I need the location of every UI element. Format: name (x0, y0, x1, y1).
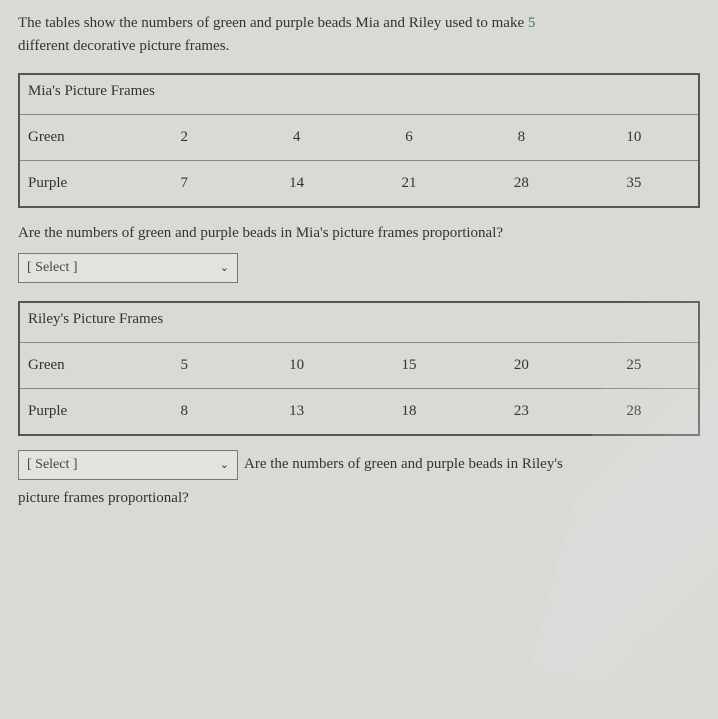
chevron-down-icon: ⌄ (220, 458, 229, 471)
cell: 8 (465, 129, 577, 146)
question2-inline-text: Are the numbers of green and purple bead… (244, 456, 563, 473)
cell: 10 (578, 129, 690, 146)
select-placeholder: [ Select ] (27, 457, 78, 473)
riley-row-green: Green 5 10 15 20 25 (20, 342, 698, 388)
riley-table: Riley's Picture Frames Green 5 10 15 20 … (18, 301, 700, 436)
row-label-purple: Purple (28, 403, 128, 420)
cell: 4 (240, 129, 352, 146)
riley-row-purple: Purple 8 13 18 23 28 (20, 388, 698, 434)
mia-row-purple: Purple 7 14 21 28 35 (20, 160, 698, 206)
intro-part2: different decorative picture frames. (18, 38, 229, 54)
cell: 28 (578, 403, 690, 420)
cell: 14 (240, 175, 352, 192)
cell: 8 (128, 403, 240, 420)
chevron-down-icon: ⌄ (220, 261, 229, 274)
cell: 5 (128, 357, 240, 374)
question2-select[interactable]: [ Select ] ⌄ (18, 450, 238, 480)
cell: 13 (240, 403, 352, 420)
question2-below-text: picture frames proportional? (18, 490, 700, 507)
riley-table-title: Riley's Picture Frames (20, 303, 698, 342)
mia-purple-cells: 7 14 21 28 35 (128, 175, 690, 192)
row-label-purple: Purple (28, 175, 128, 192)
intro-text: The tables show the numbers of green and… (18, 12, 700, 57)
select-placeholder: [ Select ] (27, 260, 78, 276)
cell: 15 (353, 357, 465, 374)
question1-select[interactable]: [ Select ] ⌄ (18, 253, 238, 283)
mia-table: Mia's Picture Frames Green 2 4 6 8 10 Pu… (18, 73, 700, 208)
cell: 25 (578, 357, 690, 374)
intro-part1: The tables show the numbers of green and… (18, 15, 528, 31)
cell: 6 (353, 129, 465, 146)
mia-table-title: Mia's Picture Frames (20, 75, 698, 114)
question1-text: Are the numbers of green and purple bead… (18, 222, 700, 245)
cell: 2 (128, 129, 240, 146)
row-label-green: Green (28, 129, 128, 146)
row-label-green: Green (28, 357, 128, 374)
riley-purple-cells: 8 13 18 23 28 (128, 403, 690, 420)
cell: 20 (465, 357, 577, 374)
mia-green-cells: 2 4 6 8 10 (128, 129, 690, 146)
cell: 21 (353, 175, 465, 192)
cell: 35 (578, 175, 690, 192)
riley-green-cells: 5 10 15 20 25 (128, 357, 690, 374)
cell: 18 (353, 403, 465, 420)
cell: 7 (128, 175, 240, 192)
mia-row-green: Green 2 4 6 8 10 (20, 114, 698, 160)
question2-line: [ Select ] ⌄ Are the numbers of green an… (18, 450, 700, 480)
cell: 10 (240, 357, 352, 374)
cell: 23 (465, 403, 577, 420)
intro-highlight: 5 (528, 15, 536, 31)
cell: 28 (465, 175, 577, 192)
